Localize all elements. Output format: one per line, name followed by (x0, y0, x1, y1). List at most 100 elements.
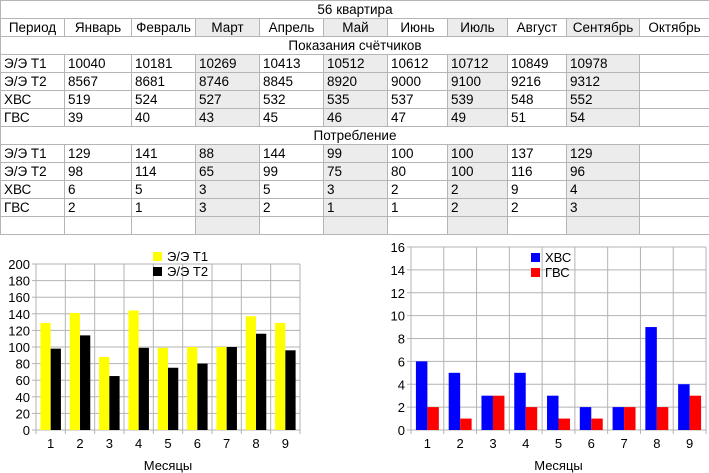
value-cell[interactable]: 3 (195, 180, 260, 199)
empty-cell[interactable] (323, 216, 388, 235)
legend-label: Э/Э Т1 (167, 249, 208, 264)
x-tick-label: 6 (194, 436, 201, 451)
x-tick-label: 7 (223, 436, 230, 451)
readings-rows: Э/Э Т1 10040 10181 10269 10413 10512 10612 1071… (0, 54, 709, 127)
bar (226, 347, 237, 430)
y-tick-label: 12 (391, 286, 405, 301)
month-header[interactable]: Июль (447, 18, 508, 37)
value-cell[interactable]: 116 (507, 162, 567, 181)
row-label[interactable]: ГВС (0, 108, 65, 127)
value-cell[interactable]: 1 (323, 198, 388, 217)
bar (591, 418, 603, 430)
consumption-rows: Э/Э Т1 129 141 88 144 99 100 100 137 129 Э/Э Т2 98 1… (0, 144, 709, 217)
legend-label: Э/Э Т2 (167, 264, 208, 279)
row-label[interactable]: ХВС (0, 90, 65, 109)
data-row: ГВС 2 1 3 2 1 1 2 2 3 (0, 198, 709, 217)
value-cell[interactable]: 539 (447, 90, 508, 109)
data-row: ХВС 6 5 3 5 3 2 2 9 4 (0, 180, 709, 199)
value-cell[interactable]: 10612 (387, 54, 448, 73)
legend-swatch (531, 253, 540, 262)
x-tick-label: 1 (424, 436, 431, 451)
x-tick-label: 3 (489, 436, 496, 451)
value-cell[interactable]: 114 (131, 162, 196, 181)
bar (689, 395, 702, 430)
value-cell[interactable]: 10849 (507, 54, 567, 73)
value-cell[interactable]: 4 (566, 180, 640, 199)
month-header[interactable]: Март (195, 18, 260, 37)
legend-swatch (153, 252, 162, 261)
row-label[interactable]: Э/Э Т2 (0, 72, 65, 91)
header-row: Период Январь Февраль Март Апрель Май Ию… (0, 18, 709, 37)
empty-row (0, 216, 709, 235)
value-cell[interactable]: 552 (566, 90, 640, 109)
value-cell[interactable]: 46 (323, 108, 388, 127)
legend-label: ГВС (545, 265, 570, 280)
empty-cell[interactable] (447, 216, 508, 235)
value-cell[interactable]: 10712 (447, 54, 508, 73)
data-row: Э/Э Т2 98 114 65 99 75 80 100 116 96 (0, 162, 709, 181)
value-cell[interactable]: 3 (195, 198, 260, 217)
bar (492, 395, 505, 430)
value-cell[interactable]: 9100 (447, 72, 508, 91)
value-cell[interactable]: 9216 (507, 72, 567, 91)
bar (481, 395, 493, 430)
value-cell[interactable]: 45 (259, 108, 324, 127)
value-cell[interactable]: 10413 (259, 54, 324, 73)
bar (656, 407, 669, 430)
value-cell[interactable]: 54 (566, 108, 640, 127)
bar (448, 372, 461, 430)
bar (109, 376, 120, 430)
value-cell[interactable]: 88 (195, 144, 260, 163)
y-tick-label: 100 (8, 340, 30, 355)
month-header[interactable]: Сентябрь (566, 18, 640, 37)
y-tick-label: 10 (391, 309, 405, 324)
bar (157, 347, 168, 430)
bar (514, 372, 526, 430)
x-tick-label: 8 (252, 436, 259, 451)
empty-cell[interactable] (195, 216, 260, 235)
month-header[interactable]: Май (323, 18, 388, 37)
value-cell[interactable]: 51 (507, 108, 567, 127)
bar (678, 384, 690, 430)
value-cell[interactable]: 49 (447, 108, 508, 127)
y-tick-label: 40 (16, 390, 30, 405)
value-cell[interactable]: 137 (507, 144, 567, 163)
value-cell[interactable]: 129 (566, 144, 640, 163)
bar (427, 407, 439, 430)
bar (216, 347, 227, 430)
value-cell[interactable]: 527 (195, 90, 260, 109)
value-cell[interactable]: 537 (387, 90, 448, 109)
value-cell[interactable]: 75 (323, 162, 388, 181)
bar (612, 407, 625, 430)
value-cell[interactable]: 43 (195, 108, 260, 127)
row-label[interactable]: Э/Э Т1 (0, 144, 65, 163)
row-label[interactable]: Э/Э Т2 (0, 162, 65, 181)
y-tick-label: 160 (8, 290, 30, 305)
month-header[interactable]: Июнь (387, 18, 448, 37)
bar (80, 335, 91, 430)
y-tick-label: 200 (8, 257, 30, 272)
x-axis-label: Месяцы (144, 458, 193, 473)
value-cell[interactable]: 2 (447, 198, 508, 217)
y-tick-label: 2 (398, 400, 405, 415)
value-cell[interactable]: 8746 (195, 72, 260, 91)
value-cell[interactable]: 8920 (323, 72, 388, 91)
x-tick-label: 5 (555, 436, 562, 451)
bar (415, 361, 428, 430)
value-cell[interactable]: 532 (259, 90, 324, 109)
month-header[interactable]: Апрель (259, 18, 324, 37)
value-cell[interactable]: 65 (195, 162, 260, 181)
y-tick-label: 0 (398, 423, 405, 438)
empty-cell[interactable] (566, 216, 640, 235)
bar (128, 310, 139, 430)
x-tick-label: 9 (282, 436, 289, 451)
value-cell[interactable]: 10978 (566, 54, 640, 73)
value-cell[interactable]: 2 (447, 180, 508, 199)
value-cell[interactable]: 10181 (131, 54, 196, 73)
bar (645, 327, 657, 430)
x-tick-label: 4 (135, 436, 142, 451)
value-cell[interactable]: 99 (323, 144, 388, 163)
value-cell[interactable]: 535 (323, 90, 388, 109)
bar (187, 347, 198, 430)
